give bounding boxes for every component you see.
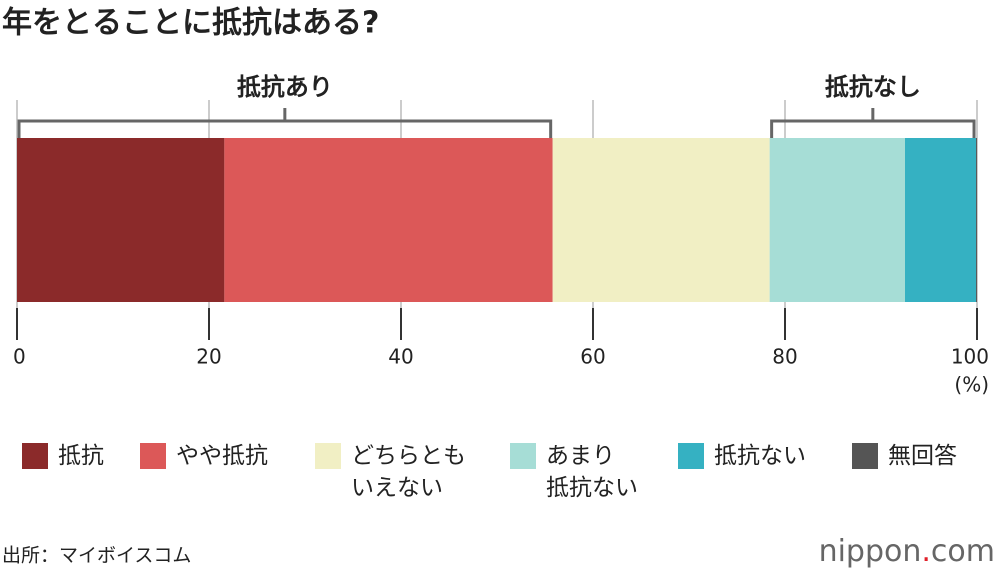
x-unit: (%) bbox=[954, 373, 989, 397]
bar-segment bbox=[976, 138, 977, 302]
bar-segment bbox=[769, 138, 905, 302]
source: 出所：マイボイスコム bbox=[2, 545, 191, 567]
legend-item: 無回答 bbox=[852, 440, 957, 472]
x-tick-label: 0 bbox=[13, 345, 26, 369]
legend-item: あまり 抵抗ない bbox=[510, 440, 638, 504]
legend-label: 抵抗ない bbox=[714, 443, 806, 469]
legend-swatch bbox=[510, 443, 536, 469]
legend-item: 抵抗ない bbox=[678, 440, 806, 472]
bracket bbox=[17, 108, 553, 138]
legend: 抵抗 やや抵抗 どちらとも いえない あまり 抵抗ない 抵抗ない 無回答 bbox=[22, 440, 992, 510]
legend-label: 抵抗 bbox=[58, 443, 104, 469]
annotation: 抵抗なし bbox=[825, 73, 921, 101]
x-tick-label: 40 bbox=[388, 345, 413, 369]
logo-dot: . bbox=[921, 534, 931, 569]
bar-segment bbox=[552, 138, 770, 302]
bar-segment bbox=[17, 138, 225, 302]
legend-item: どちらとも いえない bbox=[315, 440, 466, 504]
x-tick-label: 100 bbox=[951, 345, 989, 369]
legend-swatch bbox=[140, 443, 166, 469]
x-tick-label: 80 bbox=[772, 345, 797, 369]
logo-name: nippon bbox=[819, 534, 922, 569]
legend-item: 抵抗 bbox=[22, 440, 104, 472]
bracket bbox=[770, 108, 976, 138]
bar-segment bbox=[224, 138, 553, 302]
legend-swatch bbox=[852, 443, 878, 469]
legend-item: やや抵抗 bbox=[140, 440, 268, 472]
legend-label: どちらとも いえない bbox=[351, 443, 466, 501]
legend-label: 無回答 bbox=[888, 443, 957, 469]
legend-swatch bbox=[22, 443, 48, 469]
bar-segment bbox=[905, 138, 977, 302]
x-tick-label: 60 bbox=[580, 345, 605, 369]
chart-title: 年をとることに抵抗はある? bbox=[2, 6, 379, 41]
logo-tld: com bbox=[931, 534, 995, 569]
x-tick-label: 20 bbox=[196, 345, 221, 369]
legend-label: あまり 抵抗ない bbox=[546, 443, 638, 501]
logo: nippon.com bbox=[819, 534, 995, 569]
legend-swatch bbox=[315, 443, 341, 469]
annotation: 抵抗あり bbox=[237, 73, 333, 101]
legend-swatch bbox=[678, 443, 704, 469]
legend-label: やや抵抗 bbox=[176, 443, 268, 469]
